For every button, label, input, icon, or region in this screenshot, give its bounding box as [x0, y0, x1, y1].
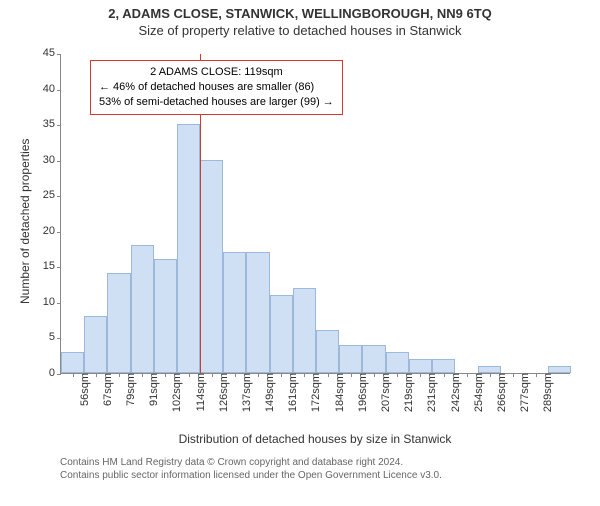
x-tick-label: 184sqm	[328, 373, 346, 412]
x-tick-label: 137sqm	[235, 373, 253, 412]
y-tick-mark	[57, 161, 61, 162]
x-tick-label: 277sqm	[513, 373, 531, 412]
histogram-bar	[246, 252, 269, 373]
x-axis-label: Distribution of detached houses by size …	[60, 432, 570, 446]
histogram-bar	[154, 259, 177, 373]
x-tick-mark	[351, 373, 352, 377]
histogram-bar	[362, 345, 385, 373]
x-tick-label: 79sqm	[119, 373, 137, 406]
x-tick-mark	[490, 373, 491, 377]
annotation-line2: ← 46% of detached houses are smaller (86…	[99, 80, 334, 95]
footer-attribution: Contains HM Land Registry data © Crown c…	[60, 456, 442, 482]
x-tick-label: 114sqm	[189, 373, 207, 411]
x-tick-label: 102sqm	[165, 373, 183, 412]
y-tick-mark	[57, 267, 61, 268]
x-tick-label: 161sqm	[281, 373, 299, 412]
chart-title-sub: Size of property relative to detached ho…	[0, 23, 600, 38]
histogram-bar	[316, 330, 339, 373]
y-tick-mark	[57, 232, 61, 233]
x-tick-mark	[328, 373, 329, 377]
histogram-bar	[293, 288, 316, 373]
y-axis-label: Number of detached properties	[18, 138, 32, 303]
x-tick-label: 242sqm	[444, 373, 462, 412]
x-tick-mark	[374, 373, 375, 377]
x-tick-label: 266sqm	[490, 373, 508, 412]
x-tick-label: 219sqm	[397, 373, 415, 412]
x-tick-mark	[304, 373, 305, 377]
y-tick-mark	[57, 338, 61, 339]
x-tick-mark	[536, 373, 537, 377]
x-tick-mark	[142, 373, 143, 377]
histogram-bar	[270, 295, 293, 373]
x-tick-mark	[119, 373, 120, 377]
histogram-bar	[223, 252, 246, 373]
footer-line2: Contains public sector information licen…	[60, 469, 442, 482]
y-tick-mark	[57, 90, 61, 91]
x-tick-mark	[96, 373, 97, 377]
footer-line1: Contains HM Land Registry data © Crown c…	[60, 456, 442, 469]
y-tick-mark	[57, 303, 61, 304]
x-tick-mark	[281, 373, 282, 377]
x-tick-mark	[235, 373, 236, 377]
x-tick-label: 126sqm	[212, 373, 230, 412]
x-tick-label: 231sqm	[420, 373, 438, 412]
histogram-bar	[107, 273, 130, 373]
y-tick-mark	[57, 196, 61, 197]
x-tick-label: 149sqm	[258, 373, 276, 412]
x-tick-mark	[397, 373, 398, 377]
x-tick-label: 91sqm	[142, 373, 160, 406]
histogram-bar	[177, 124, 200, 373]
histogram-bar	[432, 359, 455, 373]
x-tick-label: 172sqm	[304, 373, 322, 412]
x-tick-label: 289sqm	[536, 373, 554, 412]
x-tick-mark	[420, 373, 421, 377]
histogram-bar	[478, 366, 501, 373]
x-tick-mark	[467, 373, 468, 377]
histogram-bar	[386, 352, 409, 373]
histogram-bar	[200, 160, 223, 373]
histogram-bar	[409, 359, 432, 373]
y-tick-label: 0	[49, 367, 61, 379]
chart-title-main: 2, ADAMS CLOSE, STANWICK, WELLINGBOROUGH…	[0, 6, 600, 21]
annotation-line3: 53% of semi-detached houses are larger (…	[99, 95, 334, 110]
histogram-bar	[61, 352, 84, 373]
x-tick-mark	[73, 373, 74, 377]
x-tick-label: 67sqm	[96, 373, 114, 406]
x-tick-mark	[513, 373, 514, 377]
property-annotation-box: 2 ADAMS CLOSE: 119sqm ← 46% of detached …	[90, 60, 343, 115]
x-tick-label: 56sqm	[73, 373, 91, 406]
histogram-bar	[131, 245, 154, 373]
x-tick-mark	[165, 373, 166, 377]
x-tick-mark	[212, 373, 213, 377]
x-tick-label: 207sqm	[374, 373, 392, 412]
x-tick-label: 196sqm	[351, 373, 369, 412]
x-tick-mark	[258, 373, 259, 377]
y-tick-mark	[57, 54, 61, 55]
y-tick-mark	[57, 374, 61, 375]
histogram-bar	[548, 366, 571, 373]
y-tick-label: 45	[43, 47, 61, 59]
annotation-line1: 2 ADAMS CLOSE: 119sqm	[99, 65, 334, 80]
x-tick-mark	[444, 373, 445, 377]
histogram-bar	[84, 316, 107, 373]
x-tick-mark	[189, 373, 190, 377]
y-tick-mark	[57, 125, 61, 126]
x-tick-label: 254sqm	[467, 373, 485, 412]
histogram-bar	[339, 345, 362, 373]
